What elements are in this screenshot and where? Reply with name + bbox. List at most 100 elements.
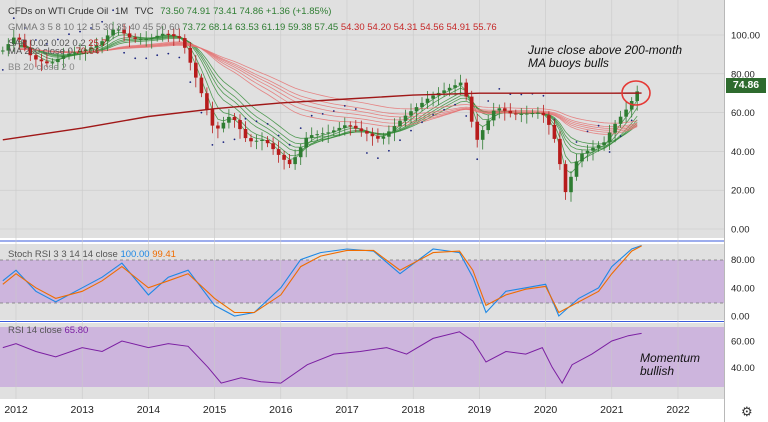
- candle-body: [271, 143, 275, 150]
- rsi-line: [2, 331, 642, 385]
- candle-body: [469, 96, 474, 122]
- sar-dot: [575, 141, 578, 143]
- candle-body: [282, 154, 286, 160]
- sar-dot: [454, 103, 456, 106]
- candle-body: [210, 109, 215, 126]
- sar-dot: [90, 27, 92, 29]
- candle-body: [624, 109, 628, 117]
- bb-label: BB 20 close 2 0: [8, 62, 75, 73]
- candle-body: [447, 87, 452, 91]
- candle-body: [403, 115, 408, 121]
- candle-body: [56, 58, 60, 63]
- candle-body: [458, 82, 463, 86]
- candle-body: [94, 45, 99, 48]
- y-tick-label: 80.00: [731, 69, 755, 80]
- sar-dot: [123, 51, 125, 54]
- stoch-d-line: [2, 245, 642, 314]
- candle-body: [298, 147, 303, 158]
- rsi-legend[interactable]: RSI 14 close 65.80: [8, 325, 88, 336]
- candle-body: [420, 102, 424, 108]
- sar-dot: [112, 9, 114, 12]
- sar-dot: [332, 110, 335, 112]
- candle-body: [503, 108, 507, 111]
- candle-body: [392, 126, 397, 132]
- stoch-legend[interactable]: Stoch RSI 3 3 14 14 close 100.00 99.41: [8, 249, 176, 260]
- candle-body: [541, 112, 546, 116]
- rsi-y-tick-label: 40.00: [731, 363, 755, 374]
- candle-body: [525, 113, 529, 115]
- sar-dot: [68, 33, 70, 36]
- x-tick-label: 2021: [600, 404, 624, 416]
- candle-body: [547, 115, 551, 125]
- candle-body: [238, 120, 242, 130]
- candle-body: [514, 113, 518, 115]
- candle-body: [116, 29, 121, 31]
- sar-dot: [354, 108, 357, 110]
- candle-body: [105, 35, 110, 42]
- sar-dot: [134, 57, 137, 60]
- rsi-y-tick-label: 60.00: [731, 337, 755, 348]
- sar-dot: [200, 111, 203, 114]
- candle-body: [177, 36, 182, 39]
- bb-legend[interactable]: BB 20 close 2 0: [8, 62, 75, 73]
- candle-body: [67, 53, 71, 56]
- ma-value: 70.04: [75, 46, 100, 57]
- candle-body: [629, 101, 634, 110]
- symbol-title: CFDs on WTI Crude Oil: [8, 6, 109, 17]
- sar-label: SAR 0.02 0.02 0.2: [8, 38, 86, 49]
- sar-legend[interactable]: SAR 0.02 0.02 0.2 25.7: [8, 38, 107, 49]
- sar-dot: [46, 43, 48, 45]
- candle-body: [12, 37, 16, 45]
- sar-dot: [233, 138, 236, 141]
- candle-body: [348, 125, 353, 127]
- candle-body: [442, 90, 446, 93]
- sar-dot: [35, 39, 37, 41]
- candle-body: [83, 49, 88, 52]
- candle-body: [354, 125, 358, 129]
- sar-dot: [586, 130, 589, 133]
- candle-body: [530, 113, 535, 115]
- stoch-k-line: [2, 244, 642, 317]
- candle-body: [260, 140, 264, 141]
- candle-body: [569, 176, 573, 193]
- candle-body: [72, 52, 77, 54]
- gmma-legend[interactable]: GMMA 3 5 8 10 12 15 30 35 40 45 50 60 73…: [8, 22, 497, 33]
- x-tick-label: 2019: [468, 404, 492, 416]
- candle-body: [359, 128, 364, 131]
- x-tick-label: 2013: [71, 404, 95, 416]
- sar-dot: [156, 54, 159, 57]
- ma-legend[interactable]: MA 200 close 0 70.04: [8, 46, 99, 57]
- sar-dot: [542, 94, 545, 97]
- candle-body: [486, 120, 490, 131]
- candle-body: [293, 157, 297, 165]
- y-tick-label: 60.00: [731, 108, 755, 119]
- sar-dot: [321, 113, 324, 115]
- candle-body: [618, 116, 623, 124]
- sar-dot: [366, 152, 368, 154]
- candle-body: [475, 121, 479, 140]
- sar-dot: [597, 124, 600, 127]
- x-tick-label: 2017: [335, 404, 359, 416]
- sar-dot: [167, 52, 170, 55]
- stoch-label: Stoch RSI 3 3 14 14 close: [8, 249, 118, 260]
- stoch-k-value: 100.00: [120, 249, 150, 260]
- stoch-band: [0, 260, 724, 303]
- settings-gear-icon[interactable]: ⚙: [741, 404, 753, 419]
- candle-body: [89, 47, 93, 50]
- candle-body: [194, 62, 198, 78]
- sar-dot: [443, 108, 445, 111]
- x-tick-label: 2020: [534, 404, 558, 416]
- stoch-y-tick-label: 40.00: [731, 283, 755, 294]
- y-tick-label: 20.00: [731, 186, 755, 197]
- sar-dot: [377, 157, 379, 160]
- rsi-label: RSI 14 close: [8, 325, 62, 336]
- candle-body: [309, 135, 314, 138]
- x-tick-label: 2022: [666, 404, 690, 416]
- candle-body: [17, 37, 22, 40]
- candle-body: [160, 33, 165, 36]
- annotation-ma-note: June close above 200-month MA buoys bull…: [528, 44, 682, 70]
- sar-dot: [343, 105, 346, 107]
- candle-body: [343, 125, 347, 128]
- candle-body: [45, 61, 49, 64]
